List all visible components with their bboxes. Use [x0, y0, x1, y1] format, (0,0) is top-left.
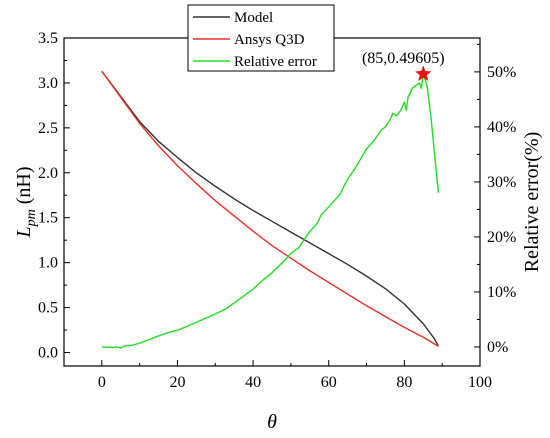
x-tick-label: 80 [396, 374, 412, 391]
y-left-axis-title-sub: pm [24, 209, 39, 227]
legend: Model Ansys Q3D Relative error [187, 4, 335, 72]
series-line-relative-error [101, 73, 440, 349]
annotation-label: (85,0.49605) [362, 50, 445, 67]
x-axis-ticks: 0 20 40 60 80 100 [63, 360, 492, 391]
x-tick-label: 60 [321, 374, 337, 391]
y-left-tick-label: 3.0 [38, 75, 58, 92]
y-left-axis-title-unit: (nH) [13, 166, 35, 209]
y-left-axis-ticks: 0.0 0.5 1.0 1.5 2.0 2.5 3.0 3.5 [38, 30, 70, 362]
series-group [101, 70, 440, 349]
y-right-axis-title: Relative error(%) [521, 132, 543, 272]
y-left-axis-title: Lpm (nH) [13, 166, 39, 238]
legend-label-relative-error: Relative error [234, 54, 317, 70]
y-right-tick-label: 40% [487, 119, 516, 136]
y-right-tick-label: 30% [487, 174, 516, 191]
star-marker [414, 65, 432, 82]
x-tick-label: 100 [468, 374, 492, 391]
x-tick-label: 40 [245, 374, 261, 391]
y-left-tick-label: 0.0 [38, 345, 58, 362]
legend-box [187, 4, 335, 72]
y-right-axis-ticks: 0% 10% 20% 30% 40% 50% [474, 43, 516, 356]
series-line-ansys-q3d [101, 70, 439, 347]
series-line-model [101, 70, 440, 347]
y-left-tick-label: 3.5 [38, 30, 58, 47]
legend-label-model: Model [234, 10, 273, 26]
y-left-tick-label: 0.5 [38, 300, 58, 317]
y-left-tick-label: 1.0 [38, 255, 58, 272]
x-tick-label: 0 [98, 374, 106, 391]
y-right-tick-label: 20% [487, 229, 516, 246]
y-left-tick-label: 1.5 [38, 210, 58, 227]
x-axis-title: θ [267, 411, 277, 433]
y-right-tick-label: 50% [487, 64, 516, 81]
plot-frame [63, 37, 481, 367]
annotation-group: (85,0.49605) [362, 50, 445, 82]
y-left-tick-label: 2.5 [38, 120, 58, 137]
y-left-axis-title-main: L [13, 226, 35, 238]
legend-label-ansys: Ansys Q3D [234, 32, 305, 48]
x-tick-label: 20 [169, 374, 185, 391]
y-right-tick-label: 0% [487, 339, 508, 356]
y-right-tick-label: 10% [487, 284, 516, 301]
y-left-tick-label: 2.0 [38, 165, 58, 182]
